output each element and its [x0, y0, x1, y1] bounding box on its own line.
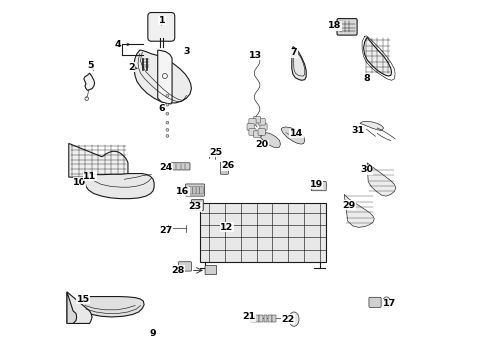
Polygon shape — [366, 163, 395, 196]
FancyBboxPatch shape — [259, 315, 263, 322]
Text: 6: 6 — [158, 104, 164, 113]
Text: 18: 18 — [327, 21, 341, 30]
FancyBboxPatch shape — [258, 119, 264, 125]
FancyBboxPatch shape — [368, 297, 380, 307]
Text: 28: 28 — [171, 266, 184, 275]
FancyBboxPatch shape — [248, 129, 256, 135]
FancyBboxPatch shape — [192, 187, 196, 194]
FancyBboxPatch shape — [220, 162, 228, 174]
Text: 14: 14 — [289, 129, 303, 138]
Polygon shape — [158, 50, 172, 104]
Circle shape — [165, 121, 168, 124]
FancyBboxPatch shape — [336, 19, 356, 35]
Text: 17: 17 — [382, 299, 395, 308]
Text: 26: 26 — [221, 161, 235, 170]
Text: 16: 16 — [176, 187, 189, 196]
Polygon shape — [363, 37, 391, 76]
Text: 8: 8 — [362, 75, 369, 84]
Circle shape — [165, 134, 168, 137]
Text: 10: 10 — [73, 177, 86, 186]
Text: 2: 2 — [128, 63, 135, 72]
FancyBboxPatch shape — [191, 199, 203, 211]
FancyBboxPatch shape — [258, 129, 264, 135]
Polygon shape — [344, 194, 373, 227]
FancyBboxPatch shape — [199, 187, 203, 194]
Circle shape — [165, 129, 168, 131]
Text: 15: 15 — [77, 294, 89, 303]
FancyBboxPatch shape — [171, 163, 190, 170]
Polygon shape — [359, 121, 383, 131]
Polygon shape — [69, 143, 128, 177]
FancyBboxPatch shape — [260, 124, 266, 130]
Text: 19: 19 — [309, 180, 322, 189]
FancyBboxPatch shape — [204, 265, 216, 275]
FancyBboxPatch shape — [263, 315, 267, 322]
FancyBboxPatch shape — [147, 13, 174, 41]
FancyBboxPatch shape — [196, 187, 199, 194]
FancyBboxPatch shape — [250, 315, 254, 322]
Polygon shape — [67, 292, 77, 323]
Polygon shape — [199, 203, 325, 262]
FancyBboxPatch shape — [248, 119, 256, 125]
FancyBboxPatch shape — [253, 117, 260, 123]
FancyBboxPatch shape — [188, 187, 192, 194]
Polygon shape — [85, 174, 154, 199]
Text: 3: 3 — [183, 47, 190, 56]
Text: 29: 29 — [341, 201, 354, 210]
Text: 4: 4 — [115, 40, 122, 49]
Ellipse shape — [382, 297, 389, 309]
Text: 21: 21 — [242, 312, 255, 321]
Text: 22: 22 — [280, 315, 294, 324]
Polygon shape — [281, 127, 304, 144]
FancyBboxPatch shape — [254, 315, 258, 322]
Polygon shape — [134, 50, 191, 103]
Text: 13: 13 — [249, 51, 262, 60]
Circle shape — [165, 112, 168, 115]
FancyBboxPatch shape — [267, 315, 271, 322]
Polygon shape — [67, 292, 92, 323]
Text: 5: 5 — [87, 61, 93, 70]
FancyBboxPatch shape — [178, 262, 191, 271]
Text: 27: 27 — [159, 226, 172, 235]
Text: 1: 1 — [159, 16, 165, 25]
Text: 9: 9 — [149, 329, 156, 338]
Polygon shape — [83, 73, 94, 90]
Ellipse shape — [288, 312, 298, 326]
Text: 11: 11 — [83, 172, 96, 181]
FancyBboxPatch shape — [185, 184, 204, 196]
Text: 24: 24 — [159, 163, 172, 172]
Text: 30: 30 — [359, 166, 372, 175]
Polygon shape — [79, 297, 144, 317]
Text: 23: 23 — [188, 202, 201, 211]
FancyBboxPatch shape — [310, 181, 325, 191]
FancyBboxPatch shape — [246, 124, 254, 130]
Circle shape — [165, 94, 168, 97]
Polygon shape — [260, 133, 280, 148]
Text: 25: 25 — [209, 148, 222, 157]
Circle shape — [165, 103, 168, 106]
Text: 12: 12 — [220, 223, 233, 232]
Polygon shape — [291, 46, 305, 80]
FancyBboxPatch shape — [253, 131, 260, 137]
Text: 20: 20 — [255, 140, 268, 149]
Text: 31: 31 — [350, 126, 363, 135]
Text: 7: 7 — [290, 48, 297, 57]
FancyBboxPatch shape — [271, 315, 276, 322]
